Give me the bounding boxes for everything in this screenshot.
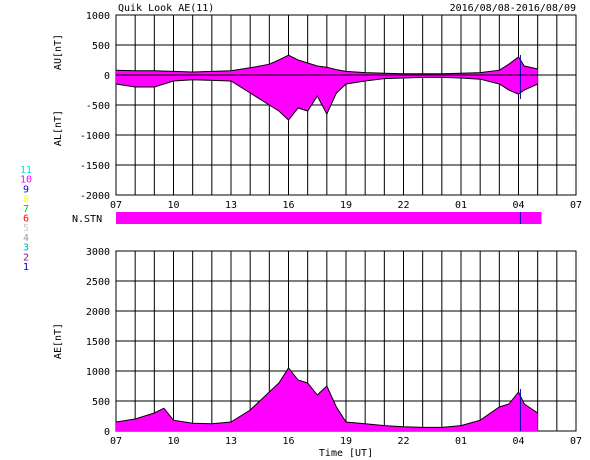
legend-entry: 2 [23,252,29,263]
y-tick-label: 0 [104,427,110,438]
y-tick-label: 500 [92,41,110,52]
legend-entry: 9 [23,184,29,195]
chart-title: Quik Look AE(11) [118,3,214,14]
x-tick-label: 07 [110,436,122,447]
stn-label: N.STN [72,214,102,225]
y-tick-label: 1000 [86,11,110,22]
ae-line [115,367,538,428]
y-tick-label: -500 [86,101,110,112]
x-tick-label: 04 [512,436,524,447]
au-al-panel: 1000 500 0 -500 -1000 -1500 -2000 AU[nT] AL[nT] 0… [53,11,582,211]
x-tick-label: 07 [570,436,582,447]
au-line [115,54,538,75]
x-tick-label: 01 [455,200,467,211]
x-tick-label: 22 [397,436,409,447]
legend-entry: 8 [23,194,29,205]
legend-entry: 3 [23,243,29,254]
stn-bar [116,212,542,224]
x-tick-label: 13 [225,436,237,447]
y-tick-label: 3000 [86,247,110,258]
ae-panel: 3000 2500 2000 1500 1000 500 0 AE[nT] 07 10 13 16 19… [53,247,582,447]
station-bar: N.STN [72,212,542,225]
al-line [115,76,538,121]
x-tick-label: 10 [167,436,179,447]
y-tick-label: -1000 [80,131,110,142]
y-tick-label: 1000 [86,367,110,378]
legend-entry: 6 [23,214,29,225]
y-tick-label: 0 [104,71,110,82]
ae-axis-label: AE[nT] [53,323,64,359]
x-tick-label: 13 [225,200,237,211]
y-tick-label: 1500 [86,337,110,348]
ae-fill [116,368,538,431]
x-axis-label: Time [UT] [319,448,373,459]
y-tick-label: 500 [92,397,110,408]
legend-entry: 11 [20,165,32,176]
x-tick-label: 19 [340,436,352,447]
x-tick-label: 07 [110,200,122,211]
x-tick-label: 16 [282,436,294,447]
y-tick-label: 2000 [86,307,110,318]
al-axis-label: AL[nT] [53,110,64,146]
legend-entry: 4 [23,233,29,244]
x-tick-label: 19 [340,200,352,211]
legend-entry: 7 [23,204,29,215]
y-tick-label: -1500 [80,161,110,172]
y-tick-label: -2000 [80,191,110,202]
legend-entry: 5 [23,223,29,234]
x-tick-label: 04 [512,200,524,211]
x-tick-label: 10 [167,200,179,211]
legend-entry: 10 [20,175,32,186]
y-tick-label: 2500 [86,277,110,288]
au-axis-label: AU[nT] [53,34,64,70]
x-tick-label: 01 [455,436,467,447]
date-range: 2016/08/08-2016/08/09 [450,3,576,14]
x-tick-label: 16 [282,200,294,211]
x-tick-label: 07 [570,200,582,211]
legend-entry: 1 [23,262,29,273]
x-tick-label: 22 [397,200,409,211]
